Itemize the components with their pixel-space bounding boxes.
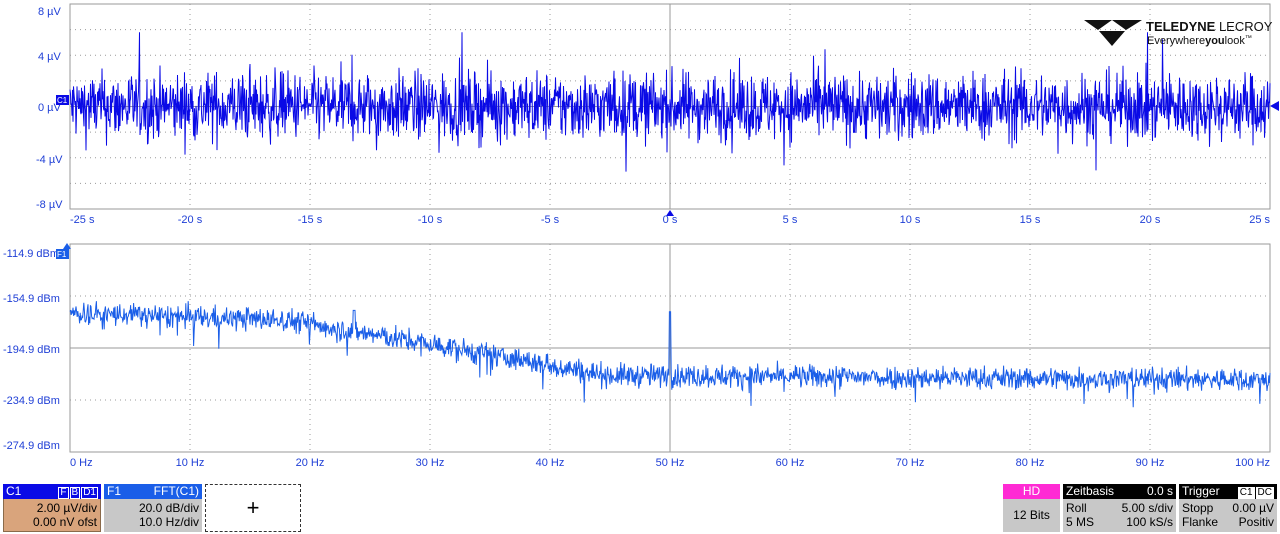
x-tick-label: 10 s	[900, 214, 921, 226]
timebase-header: Zeitbasis 0.0 s	[1063, 484, 1176, 499]
trigger-panel[interactable]: Trigger C1 DC Stopp 0.00 µV Flanke Positiv	[1179, 484, 1277, 532]
f1-panel-function: FFT(C1)	[153, 484, 199, 498]
f1-panel-header: F1 FFT(C1)	[104, 484, 202, 499]
fft-grid	[69, 243, 1271, 453]
x-tick-label: 0 s	[663, 214, 678, 226]
c1-trace-marker-label: C1	[57, 96, 68, 105]
trigger-level-marker[interactable]	[1270, 101, 1279, 111]
trigger-level: 0.00 µV	[1232, 501, 1274, 515]
x-tick-label: 30 Hz	[416, 457, 445, 469]
x-tick-label: 60 Hz	[776, 457, 805, 469]
trigger-time-marker[interactable]	[666, 210, 674, 216]
x-tick-label: 40 Hz	[536, 457, 565, 469]
x-tick-label: 0 Hz	[70, 457, 93, 469]
hd-bits: 12 Bits	[1003, 499, 1060, 532]
trigger-coupling: DC	[1255, 487, 1274, 499]
x-tick-label: 20 Hz	[296, 457, 325, 469]
c1-vdiv: 2.00 µV/div	[36, 501, 97, 515]
time-y-tick: 0 µV	[38, 102, 62, 114]
x-tick-label: 90 Hz	[1136, 457, 1165, 469]
x-tick-label: 50 Hz	[656, 457, 685, 469]
plus-icon: +	[246, 495, 260, 520]
f1-trace-marker-label: F1	[57, 250, 67, 259]
fft-x-axis-labels: 0 Hz 10 Hz 20 Hz 30 Hz 40 Hz 50 Hz 60 Hz 70 Hz 8…	[70, 457, 1270, 469]
logo-tagline: Everywhereyoulook™	[1147, 35, 1252, 47]
timebase-mode: Roll	[1066, 501, 1087, 515]
fft-y-tick: -154.9 dBm	[3, 293, 60, 305]
time-y-tick: 8 µV	[38, 6, 62, 18]
x-tick-label: 25 s	[1249, 214, 1270, 226]
timebase-rate: 100 kS/s	[1126, 515, 1173, 529]
f1-math-panel[interactable]: F1 FFT(C1) 20.0 dB/div 10.0 Hz/div	[104, 484, 202, 532]
x-tick-label: 15 s	[1020, 214, 1041, 226]
fft-y-tick: -194.9 dBm	[3, 344, 60, 356]
x-tick-label: 80 Hz	[1016, 457, 1045, 469]
time-x-axis-labels: -25 s -20 s -15 s -10 s -5 s 0 s 5 s 10 s 15 s 20…	[70, 214, 1270, 226]
c1-offset: 0.00 nV ofst	[32, 515, 97, 529]
c1-channel-panel[interactable]: C1 F B D1 2.00 µV/div 0.00 nV ofst	[3, 484, 101, 532]
timebase-tdiv: 5.00 s/div	[1121, 501, 1173, 515]
fft-y-tick: -234.9 dBm	[3, 395, 60, 407]
trigger-type: Flanke	[1182, 515, 1219, 529]
timebase-panel[interactable]: Zeitbasis 0.0 s Roll 5.00 s/div 5 MS 100 k…	[1063, 484, 1176, 532]
f1-panel-name: F1	[107, 484, 122, 498]
trigger-label: Trigger	[1182, 484, 1220, 498]
timebase-delay: 0.0 s	[1146, 484, 1173, 498]
trigger-source: C1	[1237, 487, 1255, 499]
fft-waveform	[69, 301, 1271, 408]
timebase-label: Zeitbasis	[1066, 484, 1115, 498]
add-trace-button[interactable]: +	[205, 484, 301, 532]
time-y-axis-labels: 8 µV 4 µV 0 µV -4 µV -8 µV	[36, 6, 63, 211]
fft-y-axis-labels: -114.9 dBm -154.9 dBm -194.9 dBm -234.9 …	[3, 248, 60, 452]
c1-panel-header: C1 F B D1	[3, 484, 101, 499]
scope-display: 8 µV 4 µV 0 µV -4 µV -8 µV C1 -25 s -20 s…	[3, 3, 1279, 469]
x-tick-label: -10 s	[418, 214, 443, 226]
time-y-tick: 4 µV	[38, 51, 62, 63]
x-tick-label: 70 Hz	[896, 457, 925, 469]
fft-y-tick: -114.9 dBm	[3, 248, 59, 260]
c1-flag-b: B	[69, 487, 81, 499]
time-y-tick: -8 µV	[36, 199, 63, 211]
c1-flag-d1: D1	[81, 487, 98, 499]
teledyne-logo-icon	[1084, 20, 1142, 46]
x-tick-label: -15 s	[298, 214, 323, 226]
logo-brand: TELEDYNE LECROY	[1146, 19, 1273, 34]
x-tick-label: 100 Hz	[1235, 457, 1270, 469]
x-tick-label: 10 Hz	[176, 457, 205, 469]
time-y-tick: -4 µV	[36, 154, 63, 166]
c1-trace-marker[interactable]: C1	[56, 95, 69, 105]
x-tick-label: -5 s	[541, 214, 560, 226]
c1-panel-name: C1	[6, 484, 22, 498]
x-tick-label: -20 s	[178, 214, 203, 226]
f1-vdiv: 20.0 dB/div	[138, 501, 199, 515]
time-waveform	[69, 32, 1271, 172]
c1-flag-f: F	[58, 487, 69, 499]
x-tick-label: 5 s	[783, 214, 798, 226]
f1-hdiv: 10.0 Hz/div	[138, 515, 199, 529]
x-tick-label: -25 s	[70, 214, 95, 226]
trigger-header: Trigger C1 DC	[1179, 484, 1277, 499]
fft-y-tick: -274.9 dBm	[3, 440, 60, 452]
trigger-state: Stopp	[1182, 501, 1214, 515]
trigger-slope: Positiv	[1238, 515, 1274, 529]
timebase-samples: 5 MS	[1066, 515, 1095, 529]
f1-trace-marker[interactable]: F1	[56, 249, 69, 259]
hd-label: HD	[1003, 484, 1060, 499]
teledyne-lecroy-logo: TELEDYNE LECROY Everywhereyoulook™	[1084, 19, 1273, 47]
hd-resolution-panel[interactable]: HD 12 Bits	[1003, 484, 1060, 532]
x-tick-label: 20 s	[1140, 214, 1161, 226]
fft-top-marker	[63, 243, 71, 249]
